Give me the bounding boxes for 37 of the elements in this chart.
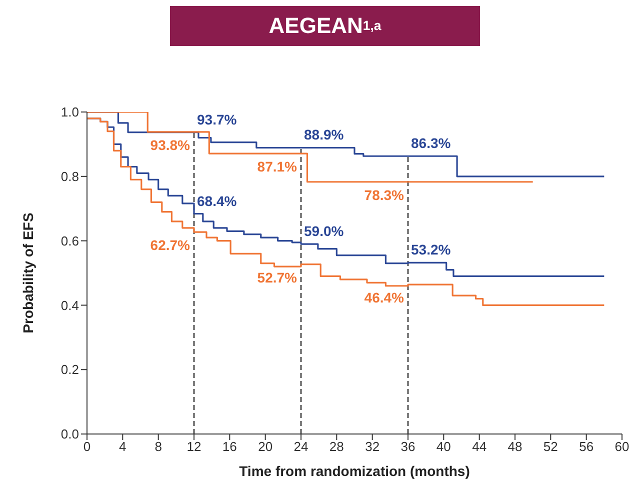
x-tick-label: 36: [400, 439, 416, 454]
x-tick-label: 8: [154, 439, 162, 454]
y-tick-label: 0.6: [60, 233, 79, 248]
x-tick-label: 24: [294, 439, 308, 454]
x-tick-label: 52: [543, 439, 558, 454]
annotation: 59.0%: [304, 223, 344, 240]
x-tick-label: 28: [329, 439, 344, 454]
x-tick-label: 16: [222, 439, 237, 454]
x-tick-label: 48: [508, 439, 522, 454]
y-tick-label: 0.8: [60, 169, 79, 184]
x-tick-label: 4: [119, 439, 126, 454]
x-tick-label: 0: [83, 439, 91, 454]
chart-title: AEGEAN$^{1,a}$: [170, 6, 480, 46]
x-tick-label: 44: [472, 439, 487, 454]
annotation: 62.7%: [150, 237, 191, 254]
annotation: 87.1%: [257, 158, 298, 175]
annotation: 86.3%: [411, 135, 452, 152]
annotation: 46.4%: [364, 290, 405, 306]
x-tick-label: 60: [614, 439, 630, 454]
annotation: 93.7%: [197, 111, 238, 128]
annotation: 52.7%: [257, 269, 298, 286]
annotation: 53.2%: [411, 242, 452, 258]
x-axis-title: Time from randomization (months): [239, 463, 470, 479]
annotation: 68.4%: [197, 192, 238, 209]
x-tick-label: 20: [258, 439, 273, 454]
y-tick-label: 0.0: [60, 426, 79, 442]
annotation: 93.8%: [150, 136, 191, 153]
y-tick-label: 1.0: [60, 104, 79, 120]
x-tick-label: 56: [579, 439, 594, 454]
y-axis-title: Probability of EFS: [20, 212, 36, 334]
y-tick-label: 0.2: [60, 362, 79, 378]
y-tick-label: 0.4: [60, 298, 79, 313]
annotation: 78.3%: [364, 186, 405, 203]
x-tick-label: 32: [365, 439, 380, 454]
x-tick-label: 40: [436, 439, 451, 454]
annotation: 88.9%: [304, 126, 344, 143]
x-tick-label: 12: [186, 439, 202, 454]
